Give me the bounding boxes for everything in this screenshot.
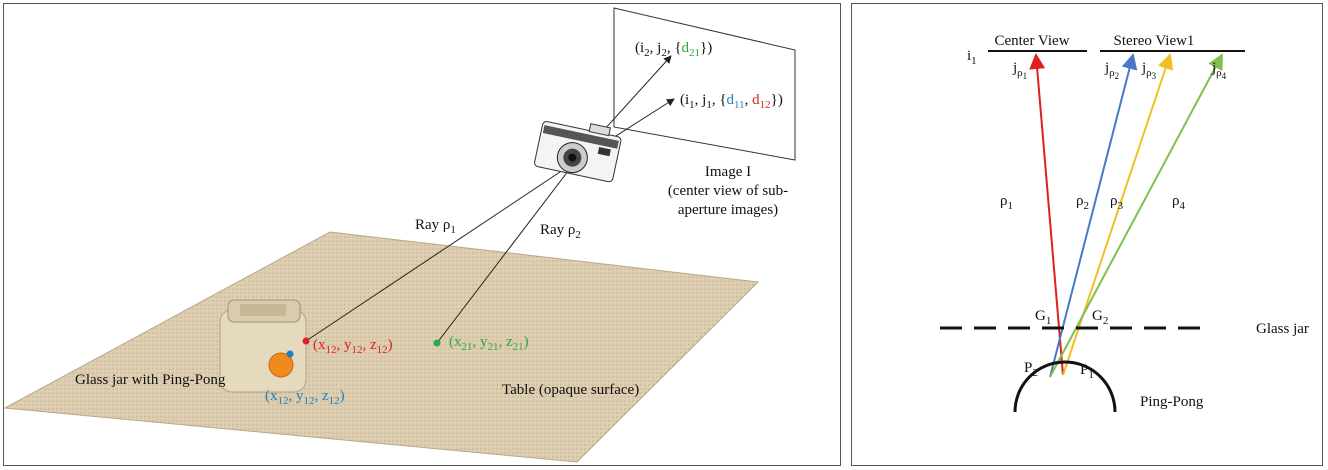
subscript: 1 — [1088, 369, 1094, 381]
text-run: ) — [340, 388, 345, 404]
text-run: aperture images) — [678, 202, 778, 218]
subscript: 21 — [689, 47, 700, 59]
subscript: 1 — [1023, 71, 1028, 81]
text-run: , y — [473, 334, 489, 350]
text-run: Glass jar — [1256, 321, 1309, 337]
subscript: 12 — [304, 395, 315, 407]
subscript: 21 — [462, 341, 473, 353]
subscript: 1 — [1046, 315, 1052, 327]
point-green — [434, 340, 441, 347]
text-run: (center view of sub- — [668, 183, 788, 199]
text-run: Ray ρ — [415, 217, 450, 233]
text-run: G — [1035, 308, 1046, 324]
subscript: 12 — [329, 395, 340, 407]
text-run: , j — [650, 40, 662, 56]
text-run: , y — [289, 388, 305, 404]
text-run: (i — [680, 92, 689, 108]
subscript: 2 — [1032, 367, 1038, 379]
text-run: Table (opaque surface) — [502, 382, 639, 398]
jar-label: Glass jar with Ping-Pong — [75, 372, 226, 388]
subscript: 21 — [513, 341, 524, 353]
text-run: , y — [337, 337, 353, 353]
text-run: , { — [712, 92, 727, 108]
image-caption-1: (center view of sub- — [668, 183, 788, 199]
subscript: 12 — [278, 395, 289, 407]
text-run: Ping-Pong — [1140, 394, 1204, 410]
text-run: , { — [667, 40, 682, 56]
text-run: , z — [315, 388, 330, 404]
subscript: 4 — [1222, 71, 1227, 81]
subscript: 2 — [1115, 71, 1120, 81]
subscript: 11 — [734, 99, 745, 111]
text-run: , — [745, 92, 753, 108]
text-run: , j — [695, 92, 707, 108]
text-run: Center View — [994, 33, 1069, 49]
image-title: Image I — [705, 164, 751, 180]
text-run: ρ — [1110, 193, 1118, 209]
text-run: (x — [449, 334, 462, 350]
subscript: 12 — [326, 344, 337, 356]
text-run: P — [1024, 360, 1032, 376]
text-run: }) — [771, 92, 783, 108]
subscript: 1 — [1008, 200, 1014, 212]
subscript: 3 — [1118, 200, 1124, 212]
subscript: 1 — [450, 224, 456, 236]
text-run: ) — [388, 337, 393, 353]
subscript: 12 — [760, 99, 771, 111]
text-run: Image I — [705, 164, 751, 180]
text-run: ρ — [1000, 193, 1008, 209]
text-run: (x — [313, 337, 326, 353]
text-run: G — [1092, 308, 1103, 324]
text-run: ρ — [1172, 193, 1180, 209]
text-run: , z — [499, 334, 514, 350]
center-view: Center View — [994, 33, 1069, 49]
subscript: 3 — [1152, 71, 1157, 81]
text-run: }) — [700, 40, 712, 56]
point-red — [303, 338, 310, 345]
text-run: ) — [524, 334, 529, 350]
subscript: 2 — [1084, 200, 1090, 212]
text-run: (i — [635, 40, 644, 56]
subscript: 2 — [1103, 315, 1109, 327]
subscript: 21 — [488, 341, 499, 353]
text-run: Ray ρ — [540, 222, 575, 238]
subscript: 12 — [352, 344, 363, 356]
image-caption-2: aperture images) — [678, 202, 778, 218]
subscript: 1 — [971, 55, 977, 67]
ping-pong: Ping-Pong — [1140, 394, 1204, 410]
point-blue — [287, 351, 294, 358]
text-run: ρ — [1076, 193, 1084, 209]
text-run: (x — [265, 388, 278, 404]
text-run: Stereo View1 — [1114, 33, 1195, 49]
text-run: Glass jar with Ping-Pong — [75, 372, 226, 388]
stereo-view: Stereo View1 — [1114, 33, 1195, 49]
figure: (i2, j2, {d21})(i1, j1, {d11, d12})Image… — [0, 0, 1328, 470]
glass-jar: Glass jar — [1256, 321, 1309, 337]
subscript: 2 — [575, 229, 581, 241]
text-run: , z — [363, 337, 378, 353]
subscript: 4 — [1180, 200, 1186, 212]
subscript: 12 — [377, 344, 388, 356]
table-label: Table (opaque surface) — [502, 382, 639, 398]
glass-jar — [220, 300, 306, 392]
text-run: P — [1080, 362, 1088, 378]
